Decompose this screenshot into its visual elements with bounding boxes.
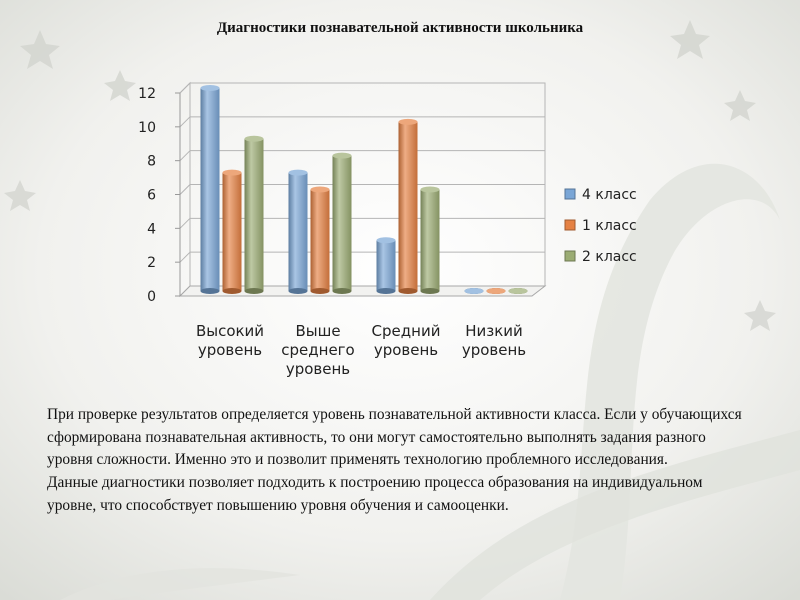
- bar: [310, 186, 330, 294]
- chart-floor: [178, 285, 547, 297]
- x-tick-label: Высокий уровень: [196, 322, 264, 359]
- bar: [288, 169, 308, 294]
- bar-body: [420, 189, 440, 291]
- bar-base: [310, 288, 330, 294]
- bar-top: [244, 135, 264, 142]
- gridline-depth: [179, 82, 191, 94]
- bar-top: [200, 85, 220, 91]
- y-tick-label: 4: [147, 221, 156, 237]
- bar: [376, 237, 396, 294]
- bar-top: [376, 237, 396, 244]
- bar-base: [244, 288, 264, 294]
- bar-top: [332, 152, 352, 159]
- bar: [200, 85, 220, 294]
- gridline-depth: [179, 251, 191, 263]
- x-tick-label: Средний уровень: [372, 322, 441, 359]
- bar: [486, 288, 506, 294]
- bar: [332, 152, 352, 294]
- gridline-depth: [179, 150, 191, 162]
- bar-base: [398, 288, 418, 294]
- bar-top: [486, 288, 506, 294]
- bar-top: [288, 169, 308, 176]
- y-tick-label: 12: [138, 86, 156, 102]
- legend-label: 4 класс: [582, 187, 637, 203]
- y-tick-label: 0: [147, 289, 156, 305]
- x-tick-label: Низкий уровень: [462, 322, 526, 359]
- gridline-depth: [179, 217, 191, 229]
- chart-labels: Высокий уровень Выше среднего уровень Средний…: [196, 322, 526, 378]
- x-tick-label: Выше среднего уровень: [281, 322, 354, 378]
- chart-axes: 0 2 4 6 8 10 12: [138, 86, 181, 305]
- bar-top: [222, 169, 242, 176]
- bar: [222, 169, 242, 294]
- bar-top: [398, 118, 418, 125]
- legend-swatch: [564, 250, 576, 262]
- bar-body: [398, 121, 418, 291]
- bar: [508, 288, 528, 294]
- chart-bars: [200, 85, 528, 294]
- bar-chart: 0 2 4 6 8 10 12 Высокий уровень Выше среднего уров…: [138, 81, 637, 378]
- body-paragraph-1: При проверке результатов определяется ур…: [47, 406, 742, 469]
- bar-body: [332, 155, 352, 291]
- y-tick-label: 2: [147, 255, 156, 271]
- body-paragraph-2: Данные диагностики позволяет подходить к…: [47, 474, 703, 514]
- bar-top: [464, 288, 484, 294]
- chart-legend: 4 класс 1 класс 2 класс: [564, 187, 637, 265]
- bar: [398, 118, 418, 294]
- bar-base: [332, 288, 352, 294]
- legend-swatch: [564, 188, 576, 200]
- bar-base: [376, 288, 396, 294]
- bar-base: [200, 288, 220, 294]
- body-text: При проверке результатов определяется ур…: [47, 404, 747, 518]
- y-tick-label: 10: [138, 120, 156, 136]
- bar: [420, 186, 440, 294]
- page-title: Диагностики познавательной активности шк…: [216, 20, 584, 36]
- bar-base: [420, 288, 440, 294]
- bar-body: [288, 172, 308, 291]
- bar-body: [222, 172, 242, 291]
- bar-body: [310, 189, 330, 291]
- y-tick-label: 8: [147, 154, 156, 170]
- bar-body: [244, 138, 264, 291]
- bar: [464, 288, 484, 294]
- bar-top: [508, 288, 528, 294]
- y-tick-label: 6: [147, 188, 156, 204]
- bar-base: [288, 288, 308, 294]
- bar-top: [420, 186, 440, 193]
- bar: [244, 135, 264, 294]
- legend-label: 1 класс: [582, 218, 637, 234]
- bar-body: [376, 240, 396, 291]
- legend-swatch: [564, 219, 576, 231]
- gridline-depth: [179, 184, 191, 195]
- bar-top: [310, 186, 330, 193]
- bar-body: [200, 88, 220, 291]
- gridline-depth: [179, 116, 191, 128]
- legend-label: 2 класс: [582, 249, 637, 265]
- bar-base: [222, 288, 242, 294]
